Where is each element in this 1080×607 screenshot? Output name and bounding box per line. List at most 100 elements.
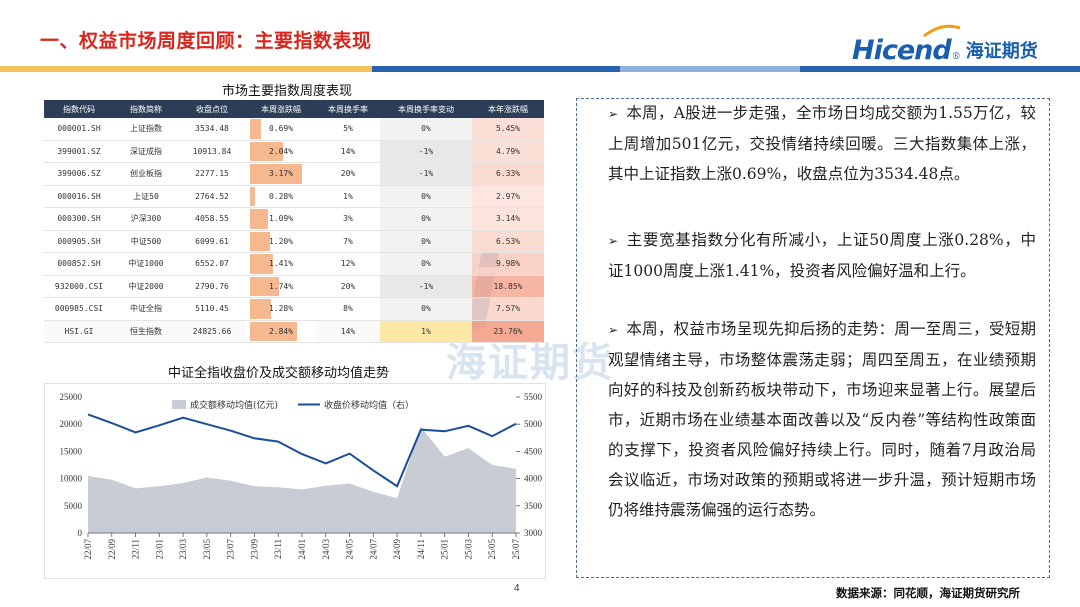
cell-week-chg: 1.41% bbox=[246, 252, 316, 276]
cell-turnover: 14% bbox=[316, 140, 380, 163]
bullet-1: ➢ 本周，A股进一步走强，全市场日均成交额为1.55万亿，较上周增加501亿元，交… bbox=[608, 98, 1036, 189]
index-performance-table: 指数代码 指数简称 收盘点位 本周涨跌幅 本周换手率 本周换手率变动 本年涨跌幅… bbox=[44, 100, 544, 343]
week-chg-bar bbox=[250, 231, 270, 251]
col-header-year-chg: 本年涨跌幅 bbox=[472, 100, 544, 118]
cell-code: 399001.SZ bbox=[44, 140, 114, 163]
data-source: 数据来源：同花顺，海证期货研究所 bbox=[836, 586, 1020, 600]
x-tick-label: 22/09 bbox=[107, 539, 117, 560]
col-header-turnover-chg: 本周换手率变动 bbox=[380, 100, 472, 118]
x-tick-label: 24/05 bbox=[345, 539, 355, 560]
week-chg-value: 2.84% bbox=[268, 326, 294, 336]
cell-turnover: 5% bbox=[316, 118, 380, 141]
x-tick-label: 24/01 bbox=[297, 539, 307, 560]
cell-name: 上证50 bbox=[114, 185, 178, 208]
week-chg-value: 1.09% bbox=[268, 214, 294, 224]
cell-code: 000300.SH bbox=[44, 207, 114, 231]
logo-cn-name: 海证期货 bbox=[965, 41, 1038, 62]
cell-week-chg: 3.17% bbox=[246, 162, 316, 186]
chart-title: 中证全指收盘价及成交额移动均值走势 bbox=[168, 366, 390, 381]
cell-close: 6552.07 bbox=[178, 252, 246, 276]
cell-turnover-chg: -1% bbox=[380, 275, 472, 298]
cell-week-chg: 1.74% bbox=[246, 275, 316, 298]
bullet-2: ➢ 主要宽基指数分化有所减小，上证50周度上涨0.28%，中证1000周度上涨1.… bbox=[608, 225, 1036, 286]
cell-code: 932000.CSI bbox=[44, 275, 114, 298]
right-tick-label: 3500 bbox=[524, 501, 543, 511]
cell-year-chg: 2.97% bbox=[472, 185, 544, 208]
x-tick-label: 23/01 bbox=[154, 539, 164, 560]
legend-label-area: 成交额移动均值(亿元) bbox=[190, 399, 278, 411]
cell-name: 沪深300 bbox=[114, 207, 178, 231]
right-tick-label: 5500 bbox=[524, 392, 543, 402]
left-tick-label: 20000 bbox=[60, 419, 83, 429]
hicend-logo: Hicend ® 海证期货 bbox=[852, 24, 1038, 66]
cell-name: 中证2000 bbox=[114, 275, 178, 298]
week-chg-bar bbox=[250, 209, 268, 229]
cell-year-chg: 6.53% bbox=[472, 230, 544, 253]
cell-turnover-chg: 0% bbox=[380, 118, 472, 141]
week-chg-bar bbox=[250, 141, 284, 161]
left-tick-label: 10000 bbox=[60, 474, 83, 484]
series-line-close bbox=[87, 413, 517, 488]
table-row: 000905.SH 中证500 6099.61 1.20% 7% 0% 6.53% bbox=[44, 230, 544, 253]
cell-turnover-chg: 0% bbox=[380, 207, 472, 231]
x-tick-label: 22/11 bbox=[131, 539, 141, 559]
bullet-arrow-icon: ➢ bbox=[608, 323, 619, 337]
cell-code: 000905.SH bbox=[44, 230, 114, 253]
cell-year-chg: 23.76% bbox=[472, 320, 544, 343]
col-header-week-chg: 本周涨跌幅 bbox=[246, 100, 316, 118]
cell-code: 000985.CSI bbox=[44, 297, 114, 321]
cell-week-chg: 1.28% bbox=[246, 297, 316, 321]
table-row: 399001.SZ 深证成指 10913.84 2.04% 14% -1% 4.79% bbox=[44, 140, 544, 163]
x-tick-label: 24/03 bbox=[321, 539, 331, 560]
week-chg-bar bbox=[250, 276, 279, 296]
cell-name: 上证指数 bbox=[114, 118, 178, 141]
x-tick-label: 25/07 bbox=[511, 539, 521, 560]
bullet-arrow-icon: ➢ bbox=[608, 234, 619, 248]
page-number: 4 bbox=[514, 583, 520, 594]
left-tick-label: 25000 bbox=[60, 392, 83, 402]
week-chg-bar bbox=[250, 299, 271, 319]
cell-close: 2790.76 bbox=[178, 275, 246, 298]
cell-turnover: 3% bbox=[316, 207, 380, 231]
cell-name: 中证1000 bbox=[114, 252, 178, 276]
cell-year-chg: 6.33% bbox=[472, 162, 544, 186]
header-divider-light bbox=[620, 66, 800, 72]
cell-year-chg: 9.98% bbox=[472, 252, 544, 276]
bullet-1-text: 本周，A股进一步走强，全市场日均成交额为1.55万亿，较上周增加501亿元，交投… bbox=[608, 104, 1036, 183]
table-title: 市场主要指数周度表现 bbox=[222, 84, 353, 99]
cell-code: 000001.SH bbox=[44, 118, 114, 141]
cell-turnover-chg: 0% bbox=[380, 297, 472, 321]
cell-close: 24825.66 bbox=[178, 320, 246, 343]
cell-name: 恒生指数 bbox=[114, 320, 178, 343]
table-header-row: 指数代码 指数简称 收盘点位 本周涨跌幅 本周换手率 本周换手率变动 本年涨跌幅 bbox=[44, 100, 544, 118]
commentary-box bbox=[576, 98, 1050, 578]
cell-close: 10913.84 bbox=[178, 140, 246, 163]
week-chg-value: 1.20% bbox=[268, 236, 294, 246]
cell-close: 6099.61 bbox=[178, 230, 246, 253]
cell-turnover: 8% bbox=[316, 297, 380, 321]
x-tick-label: 24/07 bbox=[368, 539, 378, 560]
table-row: 000852.SH 中证1000 6552.07 1.41% 12% 0% 9.98% bbox=[44, 252, 544, 276]
cell-code: 000852.SH bbox=[44, 252, 114, 276]
cell-close: 3534.48 bbox=[178, 118, 246, 141]
left-tick-label: 5000 bbox=[64, 501, 83, 511]
cell-turnover: 7% bbox=[316, 230, 380, 253]
x-tick-label: 24/11 bbox=[416, 539, 426, 559]
cell-turnover-chg: 0% bbox=[380, 230, 472, 253]
left-tick-label: 0 bbox=[78, 528, 83, 538]
legend-label-line: 收盘价移动均值（右） bbox=[324, 399, 414, 411]
cell-turnover-chg: 0% bbox=[380, 185, 472, 208]
cell-week-chg: 1.09% bbox=[246, 207, 316, 231]
x-tick-label: 25/05 bbox=[487, 539, 497, 560]
page-title: 一、权益市场周度回顾：主要指数表现 bbox=[40, 30, 372, 52]
cell-close: 4058.55 bbox=[178, 207, 246, 231]
cell-name: 中证全指 bbox=[114, 297, 178, 321]
cell-year-chg: 4.79% bbox=[472, 140, 544, 163]
col-header-turnover: 本周换手率 bbox=[316, 100, 380, 118]
right-tick-label: 4500 bbox=[524, 446, 543, 456]
week-chg-bar bbox=[250, 254, 274, 274]
col-header-name: 指数简称 bbox=[114, 100, 178, 118]
cell-close: 2277.15 bbox=[178, 162, 246, 186]
cell-week-chg: 2.04% bbox=[246, 140, 316, 163]
week-chg-value: 2.04% bbox=[268, 146, 294, 156]
